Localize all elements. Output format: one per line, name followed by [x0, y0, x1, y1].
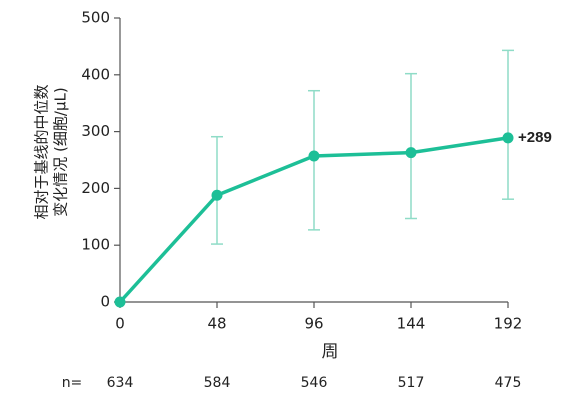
x-axis-label: 周	[322, 342, 339, 362]
y-axis-label: 变化情况 (细胞/μL)	[52, 87, 70, 216]
data-point	[211, 189, 223, 201]
n-count: 517	[398, 375, 425, 391]
x-tick-label: 48	[207, 315, 226, 333]
data-point	[308, 150, 320, 162]
n-label: n=	[62, 375, 83, 391]
x-tick-label: 0	[115, 315, 125, 333]
n-count: 546	[301, 375, 328, 391]
y-tick-label: 500	[81, 9, 110, 27]
data-point	[502, 132, 514, 144]
x-tick-label: 144	[397, 315, 426, 333]
y-tick-label: 100	[81, 236, 110, 254]
x-tick-label: 192	[494, 315, 523, 333]
y-tick-label: 400	[81, 65, 110, 83]
value-label: +289	[518, 129, 552, 146]
y-tick-label: 200	[81, 179, 110, 197]
data-point	[405, 147, 417, 159]
data-point	[114, 296, 126, 308]
n-count: 475	[495, 375, 522, 391]
y-tick-label: 0	[100, 293, 110, 311]
n-count: 584	[204, 375, 231, 391]
n-count: 634	[107, 375, 134, 391]
y-axis-label: 相对于基线的中位数	[33, 84, 51, 219]
x-tick-label: 96	[304, 315, 323, 333]
y-tick-label: 300	[81, 122, 110, 140]
